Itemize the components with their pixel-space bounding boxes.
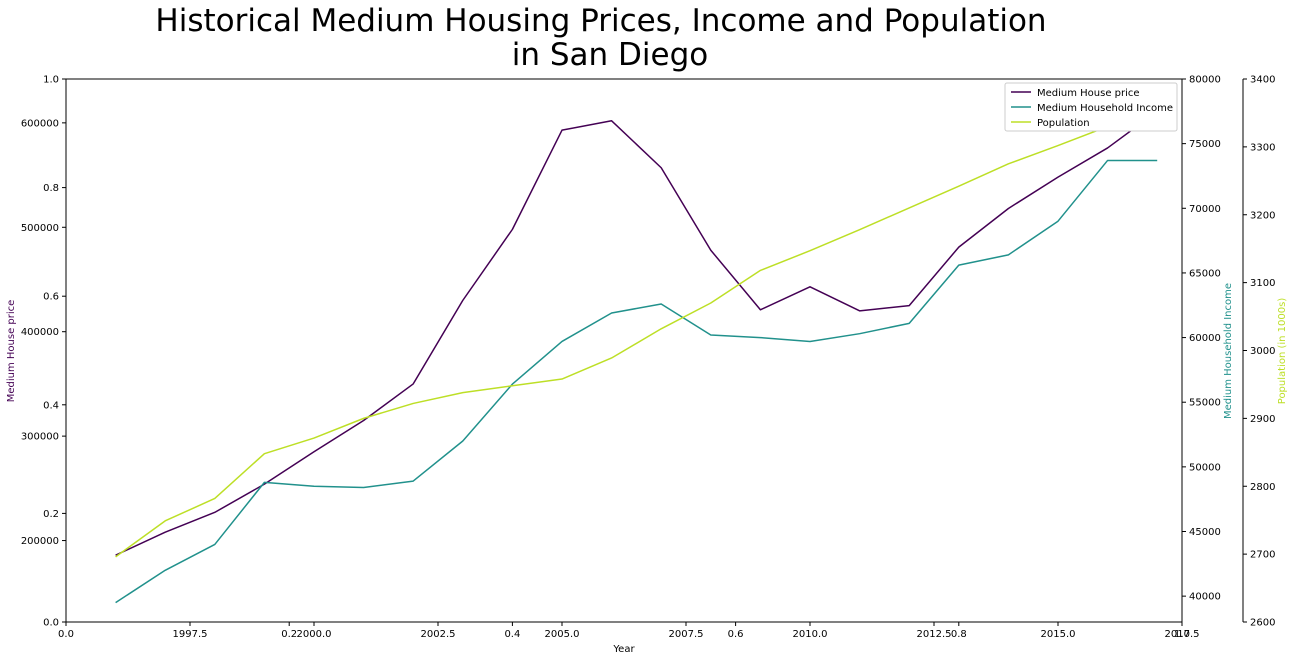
x-axis-label: Year (612, 644, 635, 655)
medium-household-income-y-tick-label: 65000 (1189, 268, 1221, 279)
base-x-tick-label: 0.6 (728, 629, 744, 640)
series-line-medium-household-income (115, 159, 1158, 604)
base-x-tick-label: 0.8 (951, 629, 967, 640)
base-x-tick-label: 0.0 (58, 629, 74, 640)
medium-household-income-y-tick-label: 80000 (1189, 75, 1221, 86)
population-y-tick-label: 3000 (1250, 346, 1275, 357)
year-x-tick-label: 2015.0 (1041, 629, 1076, 640)
year-x-tick-label: 1997.5 (173, 629, 208, 640)
legend-label-household-income: Medium Household Income (1037, 103, 1173, 114)
chart-title-line-2: in San Diego (512, 37, 709, 73)
medium-household-income-y-tick-label: 45000 (1189, 527, 1221, 538)
base-y-tick-label: 0.4 (43, 400, 59, 411)
chart-title: Historical Medium Housing Prices, Income… (155, 3, 1046, 73)
year-x-tick-label: 2010.0 (793, 629, 828, 640)
medium-household-income-y-tick-label: 55000 (1189, 398, 1221, 409)
population-y-axis-label: Population (in 1000s) (1277, 298, 1288, 405)
year-x-tick-label: 2002.5 (421, 629, 456, 640)
legend-box (1004, 82, 1178, 132)
medium-house-price-y-tick-label: 200000 (21, 536, 59, 547)
medium-household-income-y-tick-label: 70000 (1189, 204, 1221, 215)
chart-title-line-1: Historical Medium Housing Prices, Income… (155, 3, 1046, 39)
year-x-tick-label: 2005.0 (545, 629, 580, 640)
medium-household-income-y-tick-label: 40000 (1189, 592, 1221, 603)
base-x-tick-label: 0.2 (281, 629, 297, 640)
population-y-tick-label: 3400 (1250, 75, 1275, 86)
plot-frame (65, 78, 1183, 623)
population-y-tick-label: 3200 (1250, 210, 1275, 221)
medium-house-price-y-tick-label: 400000 (21, 327, 59, 338)
population-y-tick-label: 3100 (1250, 278, 1275, 289)
left-y-axis-label: Medium House price (6, 300, 17, 403)
year-x-tick-label: 2012.5 (917, 629, 952, 640)
population-y-tick-label: 2700 (1250, 550, 1275, 561)
medium-household-income-y-tick-label: 60000 (1189, 333, 1221, 344)
base-x-tick-label: 0.4 (504, 629, 520, 640)
medium-house-price-y-tick-label: 500000 (21, 223, 59, 234)
year-x-tick-label: 2007.5 (669, 629, 704, 640)
medium-household-income-y-tick-label: 75000 (1189, 139, 1221, 150)
medium-house-price-y-tick-label: 300000 (21, 432, 59, 443)
base-y-tick-label: 0.0 (43, 618, 59, 629)
base-y-tick-label: 0.2 (43, 509, 59, 520)
population-y-tick-label: 3300 (1250, 142, 1275, 153)
series-line-medium-house-price (115, 110, 1158, 556)
legend-label-house-price: Medium House price (1037, 88, 1140, 99)
medium-household-income-y-tick-label: 50000 (1189, 462, 1221, 473)
population-y-tick-label: 2900 (1250, 414, 1275, 425)
population-y-tick-label: 2600 (1250, 618, 1275, 629)
legend-label-population: Population (1037, 118, 1090, 129)
base-y-tick-label: 0.6 (43, 292, 59, 303)
legend: Medium House price Medium Household Inco… (1004, 82, 1178, 132)
year-x-tick-label: 2017.5 (1165, 629, 1200, 640)
population-y-tick-label: 2800 (1250, 482, 1275, 493)
right-y-axis-label: Medium Household Income (1223, 283, 1234, 419)
year-x-tick-label: 2000.0 (297, 629, 332, 640)
base-y-tick-label: 1.0 (43, 75, 59, 86)
series-line-population (115, 108, 1158, 558)
base-x-tick-label: 1.0 (1174, 629, 1190, 640)
medium-house-price-y-tick-label: 600000 (21, 118, 59, 129)
base-y-tick-label: 0.8 (43, 183, 59, 194)
